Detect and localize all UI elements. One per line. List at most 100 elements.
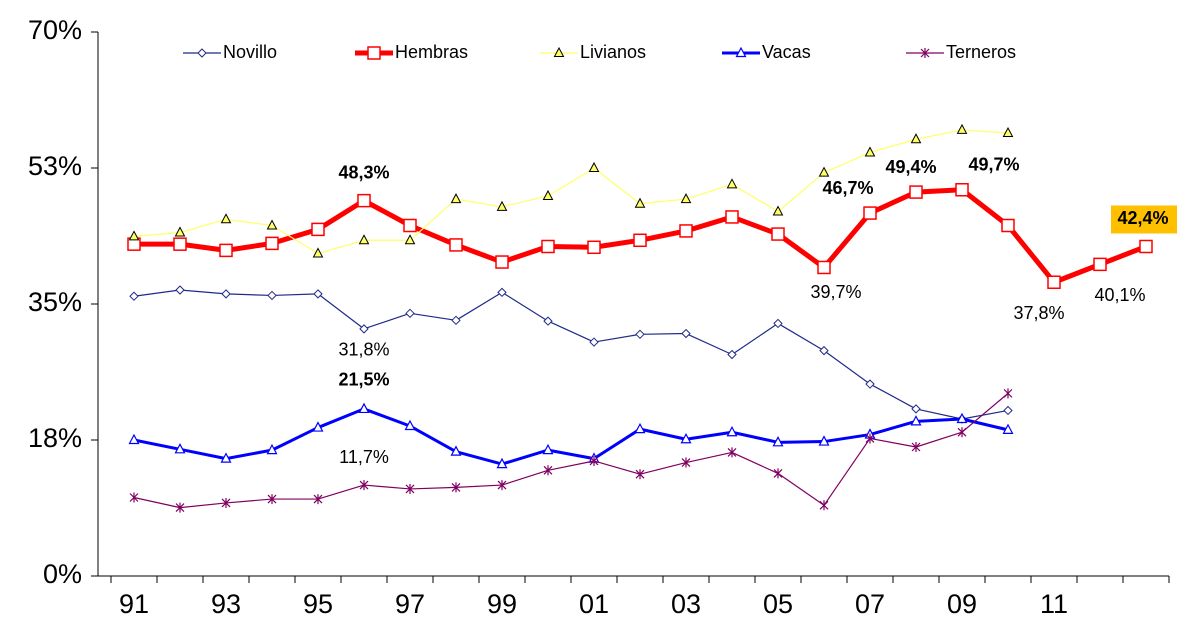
marker xyxy=(909,185,923,199)
legend-label: Novillo xyxy=(223,42,277,62)
x-tick-label: 95 xyxy=(303,589,333,619)
marker xyxy=(221,289,231,299)
marker xyxy=(403,218,417,233)
marker xyxy=(497,480,507,491)
marker xyxy=(174,226,186,237)
marker xyxy=(726,178,738,189)
data-label: 48,3% xyxy=(338,162,389,182)
y-tick-label: 70% xyxy=(28,15,82,45)
marker xyxy=(543,316,553,326)
marker xyxy=(449,238,463,252)
marker xyxy=(450,445,462,456)
marker xyxy=(679,224,693,238)
legend-item: Novillo xyxy=(183,42,277,62)
marker xyxy=(313,494,323,505)
marker xyxy=(312,247,324,258)
marker xyxy=(771,227,785,241)
marker xyxy=(358,234,370,245)
y-tick-label: 53% xyxy=(28,151,82,181)
marker xyxy=(266,443,278,455)
series xyxy=(128,123,1014,258)
series-line xyxy=(133,289,1009,420)
x-tick-label: 97 xyxy=(395,589,425,619)
marker xyxy=(265,236,279,251)
marker xyxy=(633,233,647,248)
marker xyxy=(405,308,415,319)
marker xyxy=(357,193,371,208)
marker xyxy=(818,435,830,446)
x-tick-label: 01 xyxy=(579,589,609,619)
marker xyxy=(772,436,784,447)
marker xyxy=(865,433,875,444)
x-tick-label: 09 xyxy=(947,589,977,619)
data-label: 40,1% xyxy=(1094,285,1145,305)
legend-label: Terneros xyxy=(946,42,1016,62)
marker xyxy=(313,289,323,299)
marker xyxy=(588,161,600,172)
marker xyxy=(1003,405,1013,416)
marker xyxy=(680,193,692,204)
marker xyxy=(221,497,231,508)
marker xyxy=(819,345,829,356)
marker xyxy=(129,492,139,503)
data-label: 49,7% xyxy=(968,155,1019,175)
y-tick-label: 0% xyxy=(43,559,82,589)
marker xyxy=(543,465,553,476)
marker xyxy=(266,219,278,230)
marker xyxy=(128,433,140,445)
marker xyxy=(910,133,922,144)
data-label: 42,4% xyxy=(1117,208,1168,228)
marker xyxy=(405,483,415,494)
series: 31,8% xyxy=(129,285,1013,424)
legend-label: Hembras xyxy=(395,42,468,62)
marker xyxy=(404,234,416,245)
marker xyxy=(920,48,930,58)
marker xyxy=(911,404,921,414)
marker xyxy=(634,197,646,208)
marker xyxy=(817,260,831,275)
data-label: 39,7% xyxy=(810,282,861,302)
marker xyxy=(311,222,325,237)
legend-label: Livianos xyxy=(580,42,646,62)
marker xyxy=(197,48,207,58)
x-tick-label: 91 xyxy=(119,589,149,619)
marker xyxy=(772,205,784,216)
marker xyxy=(635,329,645,340)
marker xyxy=(495,255,509,269)
marker xyxy=(865,379,875,389)
y-tick-label: 18% xyxy=(28,423,82,453)
marker xyxy=(312,421,324,432)
marker xyxy=(589,337,599,347)
marker xyxy=(1001,218,1015,233)
series: 11,7% xyxy=(129,388,1013,513)
marker xyxy=(541,239,555,254)
x-tick-label: 05 xyxy=(763,589,793,619)
marker xyxy=(553,46,565,57)
marker xyxy=(174,443,186,454)
marker xyxy=(128,230,140,241)
marker xyxy=(956,123,968,134)
marker xyxy=(359,324,369,334)
label-highlight xyxy=(1111,205,1177,234)
marker xyxy=(267,290,277,301)
marker xyxy=(955,183,969,197)
marker xyxy=(735,46,747,58)
marker xyxy=(773,468,783,479)
marker xyxy=(404,419,416,431)
marker xyxy=(267,494,277,505)
series: 21,5% xyxy=(128,370,1014,469)
marker xyxy=(542,443,554,455)
marker xyxy=(220,213,232,224)
marker xyxy=(496,457,508,469)
marker xyxy=(450,193,462,204)
marker xyxy=(175,285,185,295)
legend-label: Vacas xyxy=(762,42,811,62)
marker xyxy=(957,427,967,438)
marker xyxy=(173,237,187,251)
marker xyxy=(359,480,369,491)
marker xyxy=(911,441,921,452)
marker xyxy=(681,328,691,339)
marker xyxy=(542,189,554,200)
marker xyxy=(635,469,645,480)
